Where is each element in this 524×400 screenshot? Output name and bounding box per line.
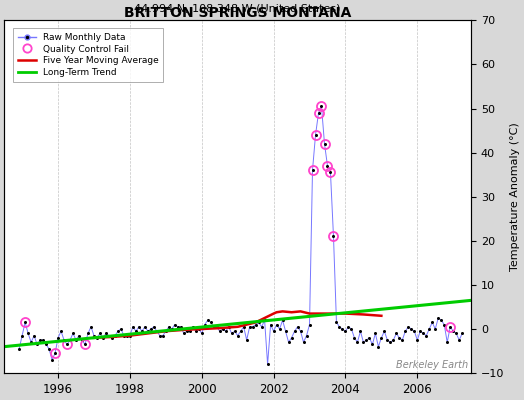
Text: Berkeley Earth: Berkeley Earth xyxy=(396,360,468,370)
Y-axis label: Temperature Anomaly (°C): Temperature Anomaly (°C) xyxy=(510,122,520,271)
Legend: Raw Monthly Data, Quality Control Fail, Five Year Moving Average, Long-Term Tren: Raw Monthly Data, Quality Control Fail, … xyxy=(13,28,163,82)
Title: BRITTON SPRINGS MONTANA: BRITTON SPRINGS MONTANA xyxy=(124,6,352,20)
Text: 44.994 N, 108.348 W (United States): 44.994 N, 108.348 W (United States) xyxy=(135,3,341,13)
